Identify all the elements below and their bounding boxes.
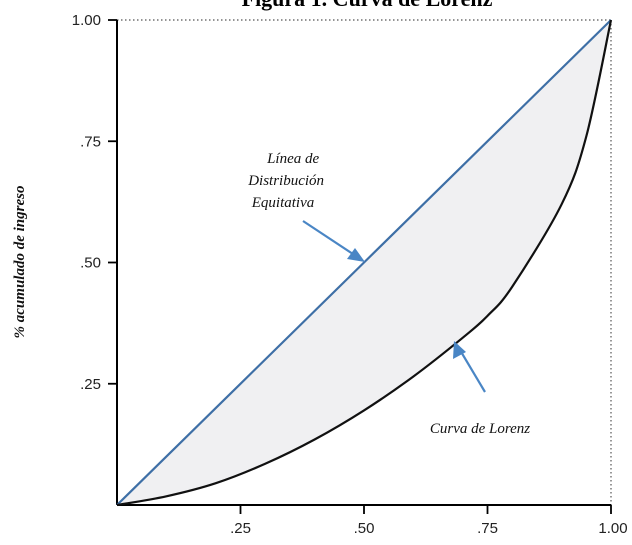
series-line-equality: [116, 19, 612, 506]
y-axis-label: % acumulado de ingreso: [12, 186, 28, 339]
y-tick-label: 1.00: [72, 12, 101, 29]
y-ticks: .25 .50 .75 1.00: [72, 12, 117, 393]
equality-label-line-3: Equitativa: [251, 195, 315, 211]
lorenz-arrowhead: [453, 341, 466, 359]
lorenz-label: Curva de Lorenz: [430, 421, 530, 437]
x-ticks: .25 .50 .75 1.00: [230, 505, 628, 537]
x-tick-label: 1.00: [598, 520, 627, 537]
x-tick-label: .50: [354, 520, 375, 537]
equality-label-line-2: Distribución: [247, 173, 324, 189]
y-tick-label: .50: [80, 255, 101, 272]
equality-label: Línea de Distribución Equitativa: [247, 151, 328, 211]
y-tick-label: .75: [80, 133, 101, 150]
y-tick-label: .25: [80, 376, 101, 393]
series-line-lorenz: [116, 19, 613, 507]
equality-arrowhead: [347, 248, 365, 262]
equality-label-line-1: Línea de: [266, 151, 319, 167]
chart-title: Figura 1. Curva de Lorenz: [242, 0, 493, 11]
x-tick-label: .75: [477, 520, 498, 537]
x-tick-label: .25: [230, 520, 251, 537]
